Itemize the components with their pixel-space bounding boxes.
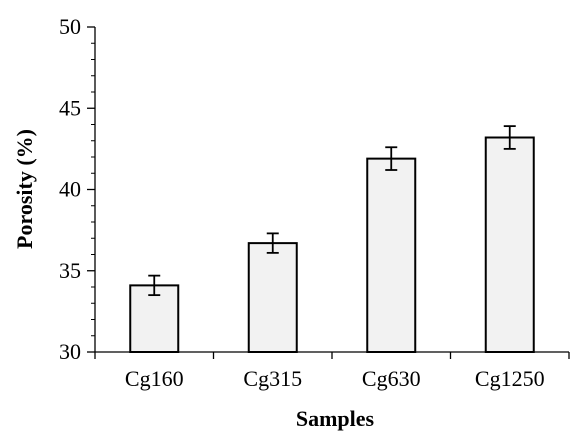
y-tick-label: 35	[59, 258, 81, 283]
y-tick-label: 30	[59, 339, 81, 364]
bar-cg1250	[484, 136, 535, 353]
bars	[129, 136, 535, 353]
y-axis-title: Porosity (%)	[12, 129, 37, 249]
x-tick-label: Cg160	[125, 366, 184, 391]
x-axis-title: Samples	[296, 406, 375, 431]
y-tick-label: 45	[59, 95, 81, 120]
x-axis: Cg160 Cg315 Cg630 Cg1250	[94, 351, 570, 391]
x-tick-label: Cg630	[362, 366, 421, 391]
bar-cg630	[366, 157, 417, 353]
y-tick-label: 40	[59, 177, 81, 202]
bar-cg160	[129, 284, 180, 353]
error-bars	[148, 125, 516, 297]
x-tick-label: Cg1250	[475, 366, 545, 391]
y-tick-label: 50	[59, 14, 81, 39]
x-tick-label: Cg315	[243, 366, 302, 391]
bar-cg315	[247, 242, 298, 353]
y-axis: 30 35 40 45 50	[59, 14, 96, 364]
